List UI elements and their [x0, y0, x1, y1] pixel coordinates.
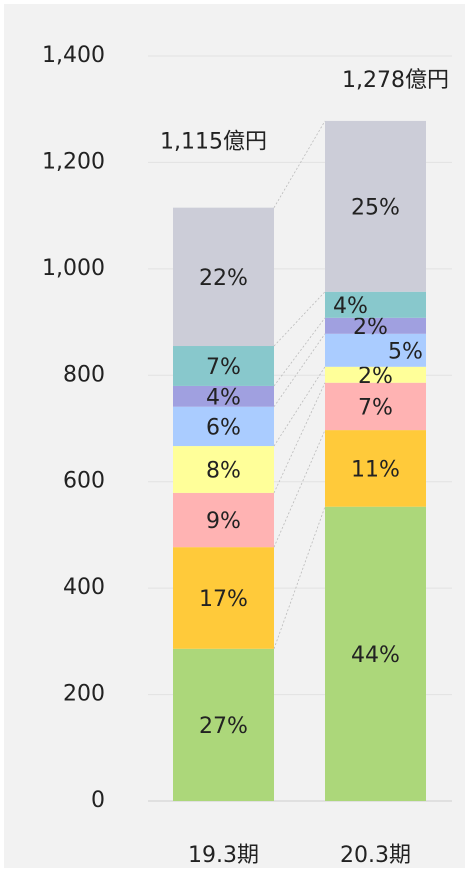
bar-segment [325, 366, 426, 383]
segment-label: 11% [351, 457, 400, 482]
y-tick-label: 800 [63, 362, 105, 387]
segment-label: 2% [358, 364, 393, 389]
segment-label: 27% [199, 714, 248, 739]
total-label: 1,115億円 [160, 130, 267, 155]
y-tick-label: 400 [63, 575, 105, 600]
bar-segment [325, 430, 426, 507]
bar-segment [325, 120, 426, 292]
bar-segment [325, 506, 426, 801]
segment-label: 22% [199, 266, 248, 291]
bar-segment [173, 446, 274, 493]
y-tick-label: 1,400 [42, 43, 105, 68]
connector [273, 291, 326, 347]
x-tick-label: 19.3期 [188, 843, 259, 868]
segment-label: 25% [351, 195, 400, 220]
bar-segment [325, 317, 426, 334]
bar-segment [173, 648, 274, 801]
y-tick-label: 1,000 [42, 256, 105, 281]
connector [273, 333, 326, 407]
segment-label: 9% [206, 509, 241, 534]
connector [273, 382, 326, 494]
bar-segment [173, 207, 274, 347]
segment-label: 2% [353, 315, 388, 340]
connector [273, 120, 326, 208]
segment-label: 44% [351, 643, 400, 668]
bar-segment [325, 382, 426, 431]
bar-segment [173, 406, 274, 447]
y-tick-label: 200 [63, 682, 105, 707]
segment-label: 7% [206, 355, 241, 380]
connector [273, 506, 326, 649]
bar-segment [173, 492, 274, 548]
segment-label: 8% [206, 458, 241, 483]
segment-label: 4% [206, 385, 241, 410]
x-tick-label: 20.3期 [340, 843, 411, 868]
total-label: 1,278億円 [342, 68, 449, 93]
bar-segment [173, 385, 274, 407]
y-tick-label: 0 [91, 788, 105, 813]
bar-segment [173, 547, 274, 649]
bar-segment [325, 333, 426, 367]
bar-segment [325, 291, 426, 318]
y-tick-label: 1,200 [42, 149, 105, 174]
y-tick-label: 600 [63, 469, 105, 494]
segment-label: 7% [358, 395, 393, 420]
bar-segment [173, 346, 274, 386]
segment-label: 17% [199, 587, 248, 612]
segment-label: 5% [388, 339, 423, 364]
connector [273, 429, 326, 548]
segment-label: 4% [333, 294, 368, 319]
segment-label: 6% [206, 415, 241, 440]
